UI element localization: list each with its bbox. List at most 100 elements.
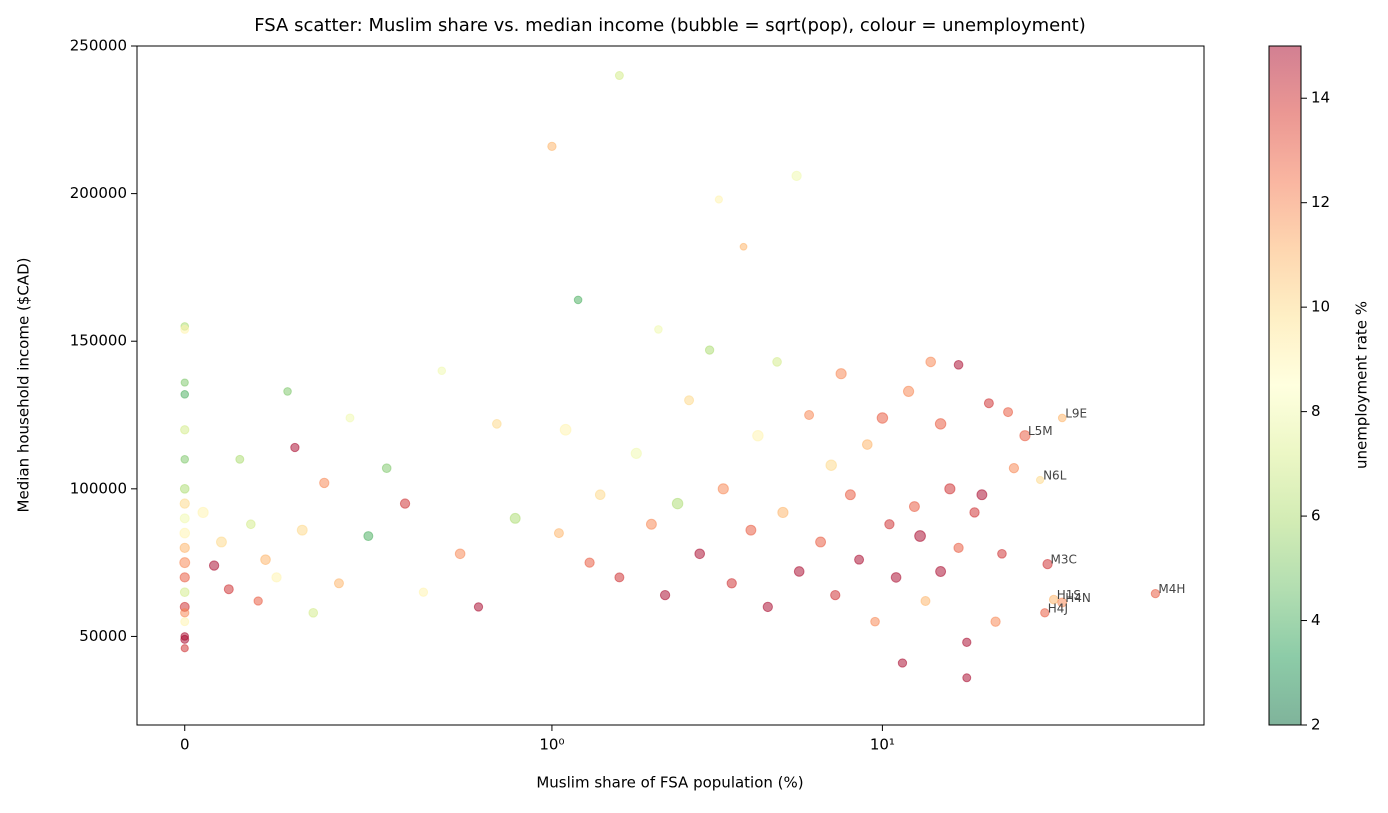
annotation: H1S [1057,588,1081,602]
point [897,658,908,668]
point [684,395,695,406]
point [969,507,980,518]
point [180,378,189,387]
point [180,617,190,627]
point [399,498,411,509]
point [962,637,972,648]
point [271,572,282,583]
point [180,390,190,399]
point [437,366,447,376]
colorbar-tick-label: 8 [1311,402,1321,420]
point [223,584,234,595]
y-axis-label: Median household income ($CAD) [15,258,33,513]
point [645,518,657,530]
point [509,512,521,524]
point [844,489,856,501]
point [762,601,773,613]
colorbar-tick-label: 14 [1311,89,1330,107]
point [1008,463,1020,474]
point [614,572,625,583]
y-tick-label: 100000 [70,479,127,497]
point [654,325,663,334]
point [804,410,815,421]
plot-frame [136,45,1205,726]
point [777,506,789,519]
colorbar-tick-label: 2 [1311,716,1321,734]
point [920,596,931,607]
point [180,425,190,435]
point [835,368,847,380]
point [944,483,956,495]
point [694,548,706,560]
chart-title: FSA scatter: Muslim share vs. median inc… [254,15,1086,36]
point [253,596,263,606]
point [180,634,190,644]
point [180,644,189,653]
point [594,489,606,501]
point [197,506,209,519]
point [997,548,1007,559]
point [902,385,915,398]
point [1057,413,1067,423]
y-tick-label: 50000 [79,627,127,645]
point [925,356,937,368]
point [717,483,729,495]
point [739,242,748,251]
point [345,413,355,423]
annotation: M3C [1051,553,1077,567]
point [333,578,344,589]
y-tick-label: 150000 [70,332,127,350]
point [245,519,256,530]
x-tick-label: 10⁰ [539,736,564,754]
point [1150,588,1161,599]
point [815,536,827,548]
point [953,542,964,554]
point [1042,558,1053,570]
point [914,530,926,542]
point [1057,597,1068,608]
point [876,412,889,424]
annotation: L9E [1065,406,1087,420]
point [962,673,972,683]
point [553,528,564,539]
x-tick-label: 10¹ [870,736,895,754]
x-axis-label: Muslim share of FSA population (%) [536,774,803,792]
annotation: M4H [1158,582,1185,596]
point [704,345,715,355]
point [772,357,782,367]
point [290,442,300,453]
point [983,398,994,409]
point [830,589,841,601]
colorbar-tick-label: 10 [1311,298,1330,316]
point [319,477,330,489]
point [953,360,964,370]
point [473,602,484,612]
point [180,324,190,334]
point [614,71,624,81]
point [1003,407,1014,418]
point [791,170,802,182]
y-tick-label: 200000 [70,184,127,202]
point [793,566,805,577]
point [308,607,319,618]
point [584,557,595,568]
point [215,536,227,548]
point [825,459,837,471]
point [861,439,873,450]
annotation: N6L [1043,468,1067,482]
point [208,560,220,571]
point [179,572,190,583]
point [454,548,466,560]
point [179,513,190,524]
annotation: H4N [1065,591,1091,605]
point [1040,608,1050,618]
point [935,566,947,577]
colorbar-tick-label: 4 [1311,611,1321,629]
point [890,572,902,583]
point [870,616,880,627]
colorbar-tick-label: 12 [1311,193,1330,211]
point [934,418,947,430]
annotation: L5M [1028,424,1053,438]
annotation: H4J [1048,601,1068,615]
